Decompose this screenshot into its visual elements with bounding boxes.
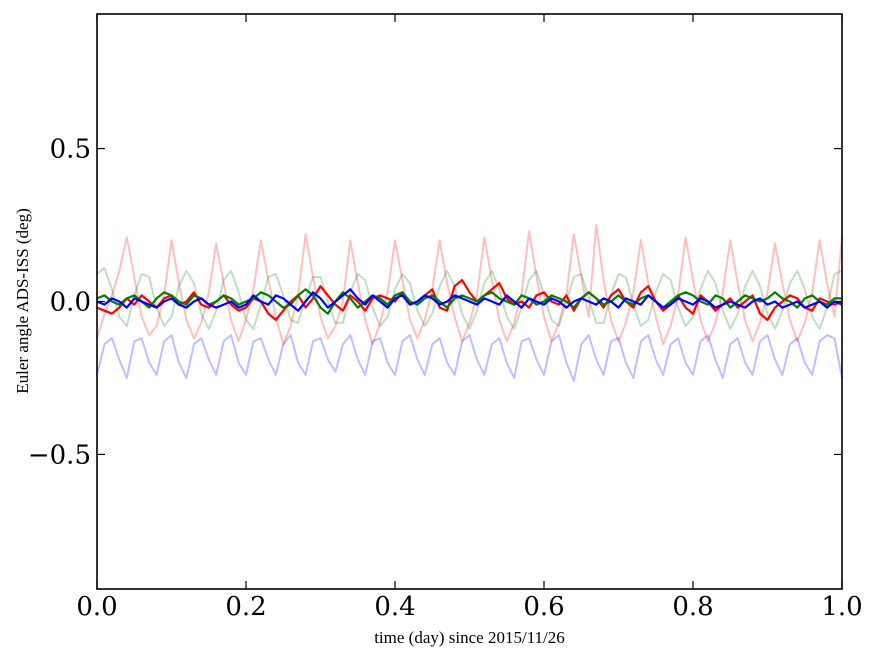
x-axis-label: time (day) since 2015/11/26 bbox=[374, 628, 565, 647]
series-layer bbox=[96, 224, 843, 382]
series-line-3 bbox=[96, 334, 843, 382]
y-tick-label: 0.0 bbox=[50, 288, 91, 318]
ticks-layer: 0.0 0.2 0.4 0.6 0.8 1.0 −0.5 0.0 0.5 bbox=[28, 14, 863, 622]
x-tick-label: 1.0 bbox=[821, 592, 862, 622]
x-tick-label: 0.0 bbox=[76, 592, 117, 622]
series-line-1 bbox=[96, 224, 843, 346]
series-line-6 bbox=[96, 288, 843, 312]
y-tick-label: 0.5 bbox=[50, 135, 91, 165]
y-axis-label: Euler angle ADS-ISS (deg) bbox=[13, 208, 32, 394]
x-tick-label: 0.6 bbox=[523, 592, 564, 622]
y-tick-label: −0.5 bbox=[28, 440, 91, 470]
series-line-2 bbox=[96, 266, 843, 330]
x-tick-label: 0.8 bbox=[672, 592, 713, 622]
series-line-5 bbox=[96, 288, 842, 315]
x-tick-label: 0.2 bbox=[225, 592, 266, 622]
x-tick-label: 0.4 bbox=[374, 592, 415, 622]
